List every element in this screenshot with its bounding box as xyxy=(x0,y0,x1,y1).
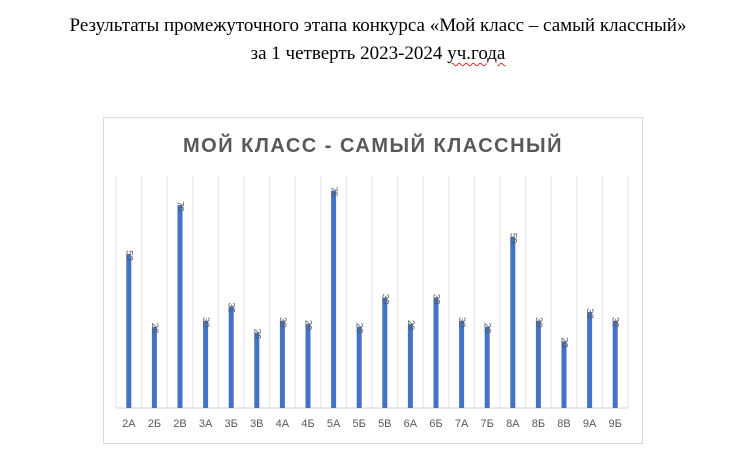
tick-label-8А: 8А xyxy=(506,418,520,430)
chart-title: МОЙ КЛАСС - САМЫЙ КЛАССНЫЙ xyxy=(183,133,563,157)
data-label-2А: 53 xyxy=(123,250,134,261)
data-label-9А: 33 xyxy=(584,308,595,319)
bar-4Б xyxy=(305,323,311,408)
document-title-line-1: Результаты промежуточного этапа конкурса… xyxy=(69,15,687,36)
data-label-6Б: 38 xyxy=(430,294,441,305)
data-label-5В: 38 xyxy=(379,294,390,305)
data-label-8А: 59 xyxy=(507,233,518,244)
data-label-7Б: 28 xyxy=(482,323,493,334)
tick-label-6Б: 6Б xyxy=(429,418,442,430)
bar-3В xyxy=(254,332,260,408)
tick-label-3А: 3А xyxy=(199,418,213,430)
gridlines xyxy=(115,176,629,409)
bar-5Б xyxy=(356,326,362,408)
data-label-6А: 29 xyxy=(405,320,416,331)
tick-label-6А: 6А xyxy=(404,418,418,430)
data-label-2В: 70 xyxy=(174,201,185,212)
data-label-4Б: 29 xyxy=(302,320,313,331)
bar-8В xyxy=(561,341,567,408)
data-label-3Б: 35 xyxy=(226,303,237,314)
tick-label-2Б: 2Б xyxy=(148,418,161,430)
data-label-5А: 75 xyxy=(328,187,339,198)
bar-5А xyxy=(331,190,337,408)
tick-label-9Б: 9Б xyxy=(609,418,622,430)
bar-5В xyxy=(382,297,388,408)
bar-3Б xyxy=(228,306,234,408)
bar-8Б xyxy=(535,321,541,408)
data-label-3В: 26 xyxy=(251,329,262,340)
tick-label-4А: 4А xyxy=(276,418,290,430)
bar-6Б xyxy=(433,297,439,408)
data-label-8Б: 30 xyxy=(533,317,544,328)
data-label-9Б: 30 xyxy=(610,317,621,328)
tick-label-3В: 3В xyxy=(250,418,263,430)
data-label-5Б: 28 xyxy=(354,323,365,334)
bar-9Б xyxy=(612,321,618,408)
bar-7А xyxy=(459,321,465,408)
bar-2А xyxy=(126,254,132,408)
bars xyxy=(126,190,618,408)
bar-8А xyxy=(510,236,516,408)
bar-3А xyxy=(203,321,209,408)
data-label-7А: 30 xyxy=(456,317,467,328)
data-label-3А: 30 xyxy=(200,317,211,328)
tick-label-7А: 7А xyxy=(455,418,469,430)
data-label-8В: 23 xyxy=(558,337,569,348)
data-label-4А: 30 xyxy=(277,317,288,328)
tick-label-8В: 8В xyxy=(557,418,570,430)
document-title-period: за 1 четверть 2023-2024 xyxy=(250,43,448,64)
tick-label-2А: 2А xyxy=(122,418,136,430)
data-label-2Б: 28 xyxy=(149,323,160,334)
tick-label-5В: 5В xyxy=(378,418,391,430)
data-labels: 53 28 70 30 35 26 30 29 75 28 38 29 38 30 28 59 30 23 33 30 xyxy=(123,187,620,348)
document-title-year-abbrev: уч.года xyxy=(447,43,506,64)
bar-7Б xyxy=(484,326,490,408)
tick-label-3Б: 3Б xyxy=(225,418,238,430)
bar-6А xyxy=(407,323,413,408)
bar-9А xyxy=(587,312,593,408)
tick-label-4Б: 4Б xyxy=(301,418,314,430)
tick-label-9А: 9А xyxy=(583,418,597,430)
tick-label-2В: 2В xyxy=(173,418,186,430)
tick-label-5А: 5А xyxy=(327,418,341,430)
x-axis-tick-labels: 2А 2Б 2В 3А 3Б 3В 4А 4Б 5А 5Б 5В 6А 6Б 7А 7Б 8А 8Б 8В 9А 9Б xyxy=(122,418,622,430)
bar-chart: МОЙ КЛАСС - САМЫЙ КЛАССНЫЙ 53 28 70 30 35 26 3… xyxy=(115,133,629,430)
bar-4А xyxy=(279,321,285,408)
tick-label-5Б: 5Б xyxy=(353,418,366,430)
tick-label-7Б: 7Б xyxy=(481,418,494,430)
bar-2В xyxy=(177,205,183,408)
document-title-line-2: за 1 четверть 2023-2024 уч.года xyxy=(0,42,756,66)
tick-label-8Б: 8Б xyxy=(532,418,545,430)
chart-frame: МОЙ КЛАСС - САМЫЙ КЛАССНЫЙ 53 28 70 30 35 26 3… xyxy=(103,117,643,444)
bar-2Б xyxy=(151,326,157,408)
